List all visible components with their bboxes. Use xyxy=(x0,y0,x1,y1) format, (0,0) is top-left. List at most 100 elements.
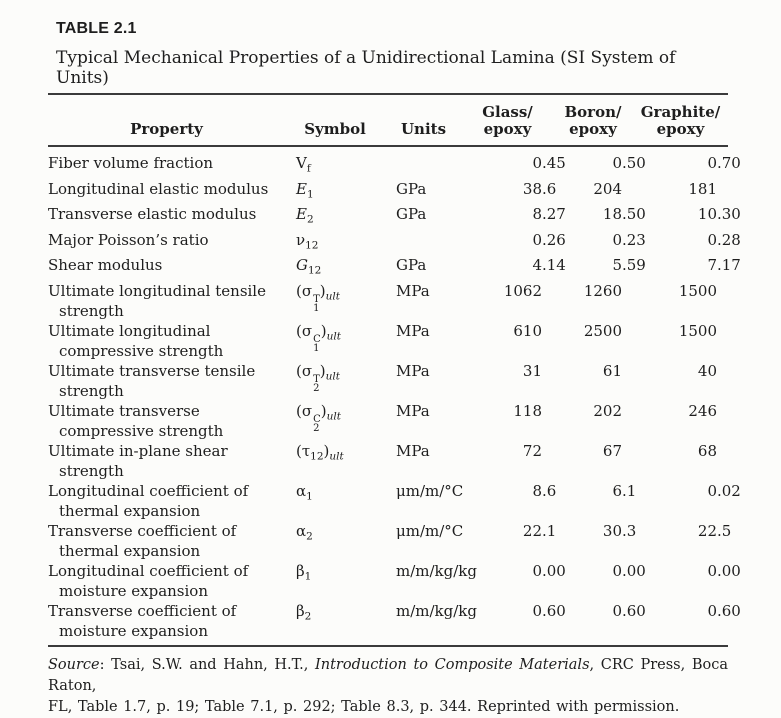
symbol-superscript: C xyxy=(313,333,321,345)
open-paren: ( xyxy=(296,321,302,340)
column-header-line: epoxy xyxy=(483,120,532,138)
value-fraction-part: .50 xyxy=(622,205,646,223)
value-cell-glass-epoxy: 4.14 xyxy=(473,255,565,275)
value-integer-part: 0 xyxy=(612,561,622,580)
symbol-base: E xyxy=(296,205,307,223)
value-integer-part: 0 xyxy=(532,561,542,580)
value-integer-part: 0 xyxy=(532,601,542,620)
value-cell-graphite-epoxy: 0.00 xyxy=(644,561,741,581)
value-fraction-part: .26 xyxy=(542,230,566,249)
symbol-subscript: 2 xyxy=(313,383,320,394)
value-integer-part: 0 xyxy=(532,230,542,249)
column-header-symbol: Symbol xyxy=(304,120,366,138)
value-fraction-part xyxy=(622,401,644,421)
symbol-ult-subscript: ult xyxy=(326,330,341,342)
table-body: Fiber volume fraction Vf 0.45 0.50 0.70 Longi… xyxy=(48,147,741,645)
value-integer-part: 1062 xyxy=(503,281,542,300)
symbol-ult-subscript: ult xyxy=(329,450,344,462)
value-fraction-part xyxy=(542,401,564,421)
units-cell: GPa xyxy=(396,205,427,223)
symbol-base: β xyxy=(296,561,305,580)
value-fraction-part xyxy=(622,179,644,199)
value-cell-boron-epoxy: 2500 xyxy=(564,321,644,341)
property-cell: Ultimate longitudinal compressive strengt… xyxy=(48,321,224,360)
value-fraction-part xyxy=(717,179,739,199)
value-cell-glass-epoxy: 8.6 xyxy=(473,481,564,501)
symbol-base: σ xyxy=(301,401,313,420)
units-cell: MPa xyxy=(396,441,430,460)
value-integer-part: 10 xyxy=(697,205,717,223)
value-integer-part: 4 xyxy=(532,256,542,274)
value-fraction-part: .6 xyxy=(542,481,557,500)
value-fraction-part: .50 xyxy=(622,154,646,172)
property-cell: Longitudinal coefficient of thermal expan… xyxy=(48,481,249,520)
value-cell-glass-epoxy: 8.27 xyxy=(473,204,566,224)
value-fraction-part: .1 xyxy=(622,481,637,500)
value-integer-part: 22 xyxy=(697,521,717,540)
value-cell-glass-epoxy: 72 xyxy=(473,441,564,461)
close-paren: ) xyxy=(320,401,327,420)
value-fraction-part: .00 xyxy=(717,561,741,580)
symbol-subscript: 2 xyxy=(313,423,320,434)
symbol-subscript: 2 xyxy=(306,213,314,226)
value-cell-glass-epoxy: 22.1 xyxy=(473,521,564,541)
value-integer-part: 72 xyxy=(522,441,542,460)
symbol-subscript: 12 xyxy=(307,264,322,277)
value-cell-glass-epoxy: 38.6 xyxy=(473,179,564,199)
value-fraction-part xyxy=(542,441,564,461)
value-integer-part: 0 xyxy=(707,561,717,580)
value-fraction-part: .02 xyxy=(717,481,741,500)
column-header-glass-epoxy: Glass/ epoxy xyxy=(462,104,553,138)
table-row: Transverse elastic modulus E2 GPa 8.27 18.50… xyxy=(48,204,741,230)
property-cell: Ultimate transverse tensile strength xyxy=(48,361,256,400)
property-cell: Longitudinal coefficient of moisture expa… xyxy=(48,561,249,600)
value-integer-part: 0 xyxy=(612,154,622,172)
horizontal-rule-header xyxy=(48,145,728,147)
value-cell-graphite-epoxy: 68 xyxy=(644,441,739,461)
property-cell: Ultimate longitudinal tensile strength xyxy=(48,281,266,320)
symbol-subscript: 1 xyxy=(313,303,320,314)
symbol-cell: Vf xyxy=(296,153,396,179)
column-header-property: Property xyxy=(130,120,203,138)
value-cell-boron-epoxy: 5.59 xyxy=(564,255,645,275)
symbol-ult-subscript: ult xyxy=(326,410,341,422)
property-cell: Transverse coefficient of thermal expansi… xyxy=(48,521,237,560)
value-cell-graphite-epoxy: 246 xyxy=(644,401,739,421)
symbol-superscript: C xyxy=(313,413,321,425)
value-fraction-part: .3 xyxy=(622,521,637,540)
value-fraction-part: .60 xyxy=(542,601,566,620)
value-integer-part: 7 xyxy=(707,256,717,274)
value-fraction-part: .27 xyxy=(542,205,566,223)
value-cell-graphite-epoxy: 0.60 xyxy=(644,601,740,621)
value-fraction-part: .1 xyxy=(542,521,557,540)
source-line-2: FL, Table 1.7, p. 19; Table 7.1, p. 292;… xyxy=(48,698,680,715)
value-cell-boron-epoxy: 0.00 xyxy=(564,561,645,581)
value-cell-boron-epoxy: 67 xyxy=(564,441,644,461)
symbol-base: α xyxy=(296,521,307,540)
value-fraction-part: .70 xyxy=(717,154,741,172)
units-cell: GPa xyxy=(396,256,427,274)
value-integer-part: 204 xyxy=(593,179,622,198)
symbol-subscript: 1 xyxy=(306,490,313,502)
source-text-segment: Source xyxy=(48,656,100,673)
value-fraction-part xyxy=(622,321,644,341)
symbol-cell: E1 xyxy=(296,179,396,205)
property-cell: Ultimate in-plane shear strength xyxy=(48,441,228,480)
value-integer-part: 202 xyxy=(593,401,622,420)
value-fraction-part: .23 xyxy=(622,230,646,249)
value-integer-part: 246 xyxy=(688,401,717,420)
value-fraction-part xyxy=(717,361,739,381)
value-integer-part: 0 xyxy=(707,154,717,172)
value-integer-part: 0 xyxy=(612,601,622,620)
value-cell-glass-epoxy: 0.00 xyxy=(473,561,565,581)
value-fraction-part: .60 xyxy=(622,601,646,620)
value-cell-graphite-epoxy: 0.28 xyxy=(644,230,740,250)
open-paren: ( xyxy=(296,361,302,380)
value-integer-part: 30 xyxy=(602,521,622,540)
value-integer-part: 8 xyxy=(532,205,542,223)
symbol-base: σ xyxy=(301,321,313,340)
symbol-subscript: 1 xyxy=(304,570,312,582)
value-cell-boron-epoxy: 1260 xyxy=(564,281,644,301)
